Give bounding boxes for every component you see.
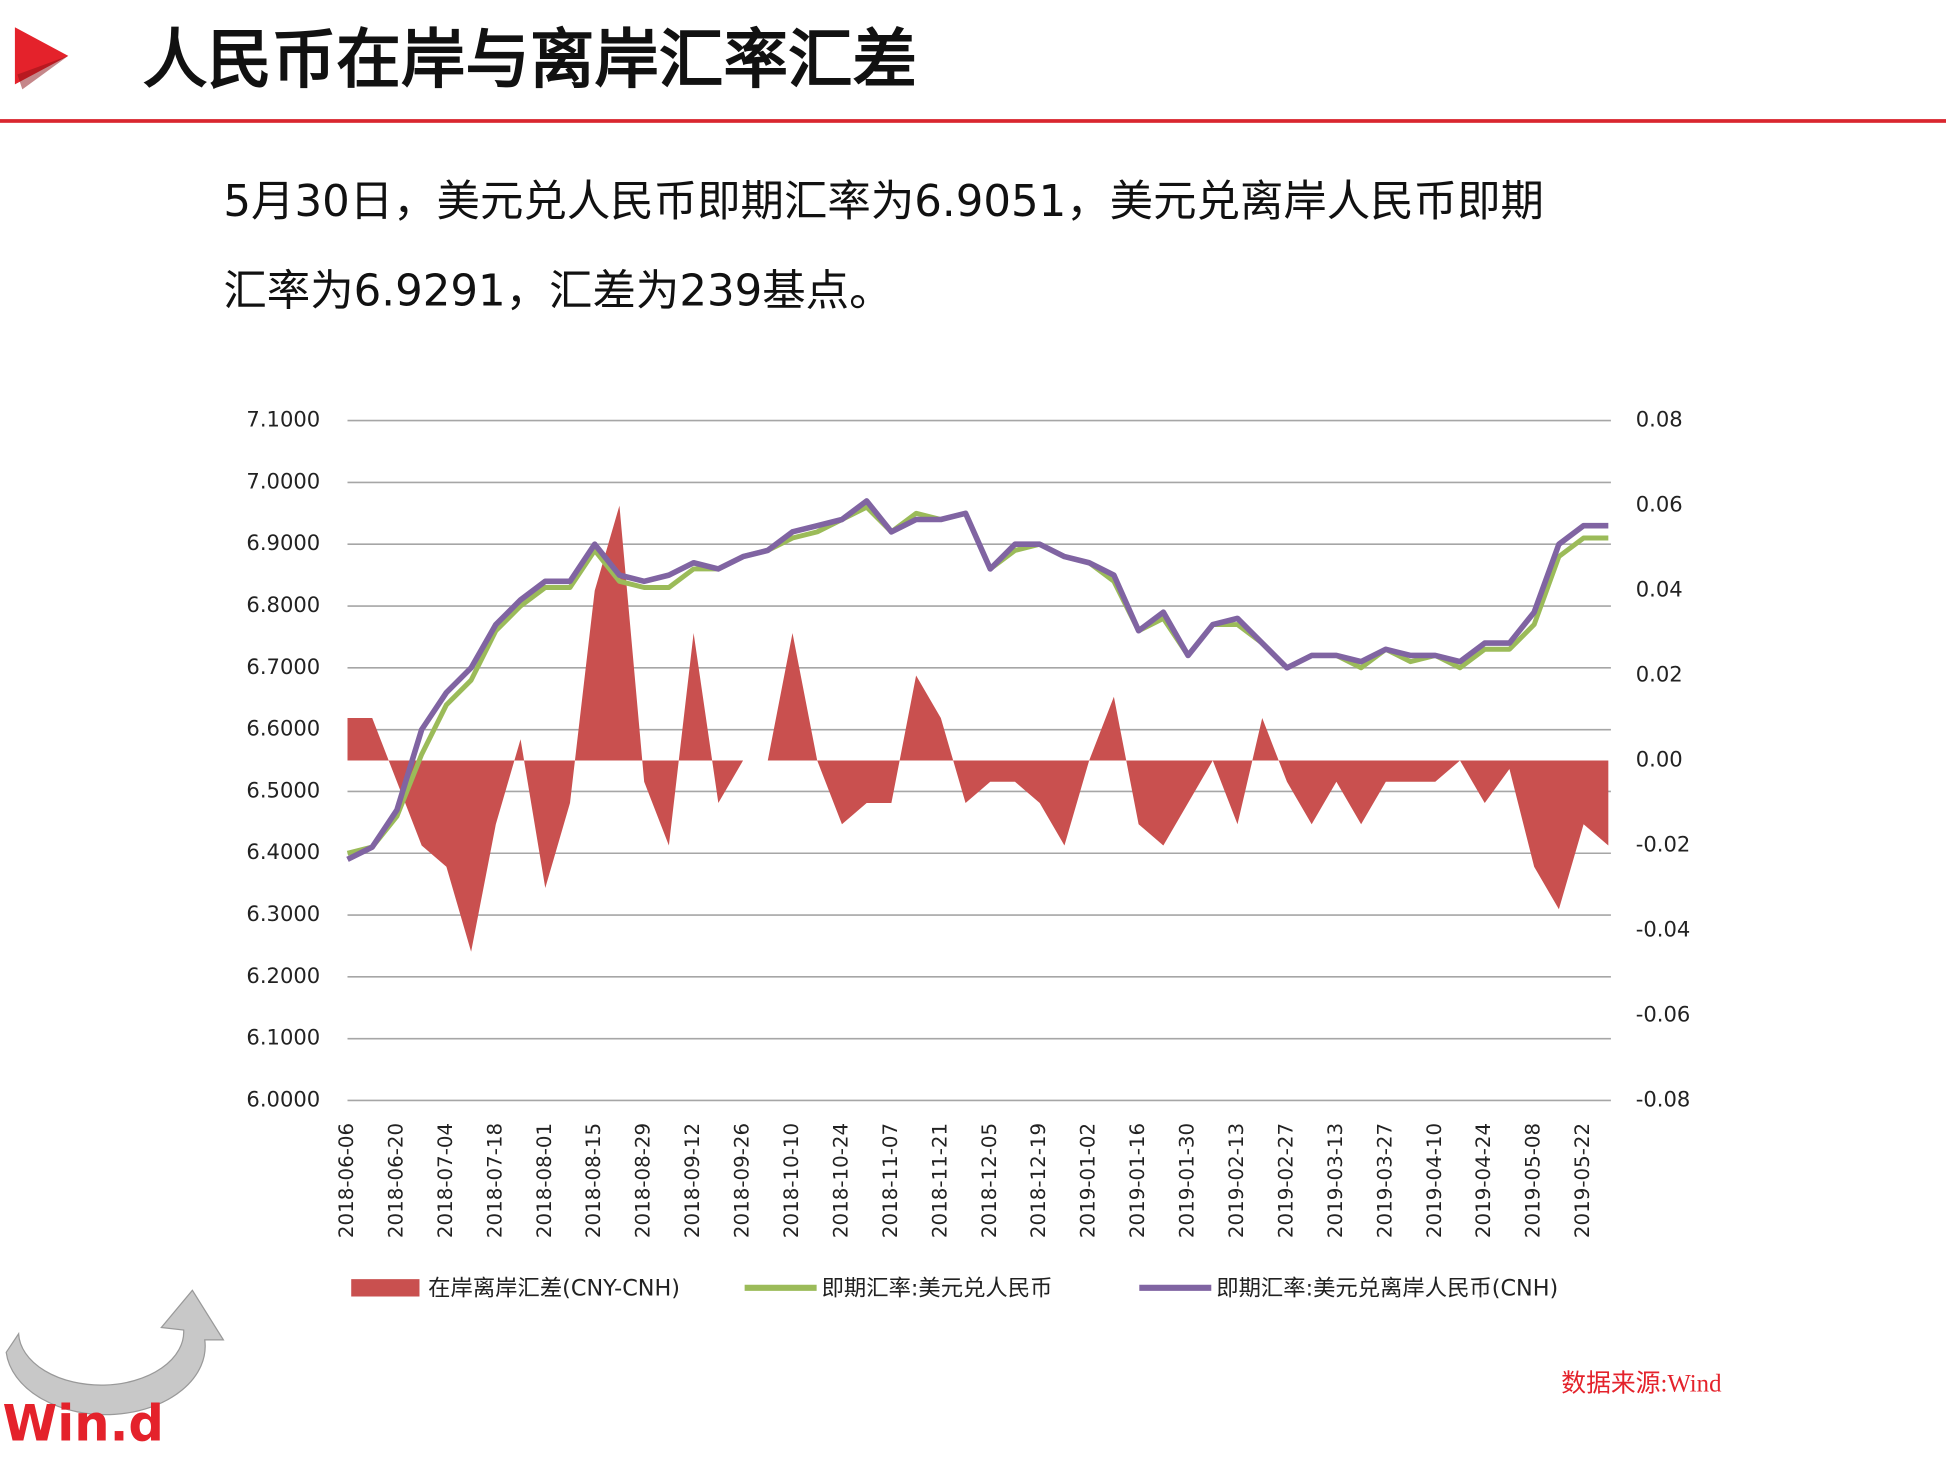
legend-label: 即期汇率:美元兑离岸人民币(CNH) [1216,1276,1558,1302]
y-tick-label: 7.0000 [246,468,320,493]
x-tick-label: 2019-04-24 [1472,1123,1495,1238]
rate-line [346,498,1609,862]
logo-arrow [5,1289,225,1416]
spread-area [347,505,1609,952]
x-tick-label: 2019-03-13 [1324,1123,1347,1238]
legend-swatch [351,1279,420,1297]
legend-label: 在岸离岸汇差(CNY-CNH) [428,1276,680,1302]
y2-tick-label: 0.00 [1636,747,1683,772]
x-tick-label: 2018-08-15 [582,1123,605,1238]
x-tick-label: 2018-09-26 [731,1123,754,1238]
y-tick-label: 6.4000 [246,839,320,864]
x-tick-label: 2018-12-19 [1027,1123,1050,1238]
y-tick-label: 6.8000 [246,592,320,617]
y2-tick-label: -0.04 [1636,917,1691,942]
x-tick-label: 2018-08-01 [533,1123,556,1238]
x-tick-label: 2018-12-05 [978,1123,1001,1238]
x-tick-label: 2018-06-20 [384,1123,407,1238]
x-tick-label: 2018-08-29 [632,1123,655,1238]
x-tick-label: 2019-01-02 [1077,1123,1100,1238]
x-tick-label: 2018-09-12 [681,1123,704,1238]
x-tick-label: 2019-05-08 [1522,1123,1545,1238]
y2-tick-label: -0.08 [1636,1086,1691,1111]
x-tick-label: 2019-05-22 [1571,1123,1594,1238]
y-tick-label: 7.1000 [246,407,320,432]
x-tick-label: 2018-11-21 [928,1123,951,1238]
x-tick-label: 2019-03-27 [1373,1123,1396,1238]
y-tick-label: 6.5000 [246,777,320,802]
chart: 6.0000 6.1000 6.2000 6.3000 6.4000 6.5000 6.60… [246,407,1690,1302]
y-tick-label: 6.3000 [246,901,320,926]
x-tick-label: 2018-07-18 [483,1123,506,1238]
body-text: 5月30日，美元兑人民币即期汇率为6.9051，美元兑离岸人民币即期 [223,177,1544,227]
x-tick-label: 2018-06-06 [335,1123,358,1238]
x-tick-label: 2019-01-30 [1176,1123,1199,1238]
legend-label: 即期汇率:美元兑人民币 [822,1276,1053,1302]
x-tick-label: 2019-04-10 [1423,1123,1446,1238]
x-tick-label: 2019-01-16 [1126,1123,1149,1238]
x-tick-label: 2019-02-27 [1274,1123,1297,1238]
source-note: 数据来源:Wind [1561,1370,1722,1398]
y-tick-label: 6.7000 [246,654,320,679]
title-marker-shadow [17,55,69,90]
y2-tick-label: 0.06 [1636,492,1683,517]
logo-text: Win.d [2,1394,163,1452]
y-tick-label: 6.2000 [246,963,320,988]
y-tick-label: 6.9000 [246,530,320,555]
title-marker [14,27,69,85]
y-tick-label: 6.1000 [246,1025,320,1050]
title-rule [0,119,1946,123]
y2-tick-label: -0.06 [1636,1001,1691,1026]
x-tick-label: 2018-10-24 [829,1123,852,1238]
body-text: 汇率为6.9291，汇差为239基点。 [223,267,892,317]
y2-tick-label: 0.02 [1636,662,1683,687]
y2-tick-label: 0.04 [1636,577,1683,602]
x-tick-label: 2018-10-10 [780,1123,803,1238]
x-tick-label: 2018-11-07 [879,1123,902,1238]
y2-tick-label: 0.08 [1636,407,1683,432]
y-tick-label: 6.6000 [246,716,320,741]
y-tick-label: 6.0000 [246,1086,320,1111]
x-tick-label: 2019-02-13 [1225,1123,1248,1238]
x-tick-label: 2018-07-04 [434,1123,457,1238]
slide-title: 人民币在岸与离岸汇率汇差 [143,23,917,98]
y2-tick-label: -0.02 [1636,832,1691,857]
